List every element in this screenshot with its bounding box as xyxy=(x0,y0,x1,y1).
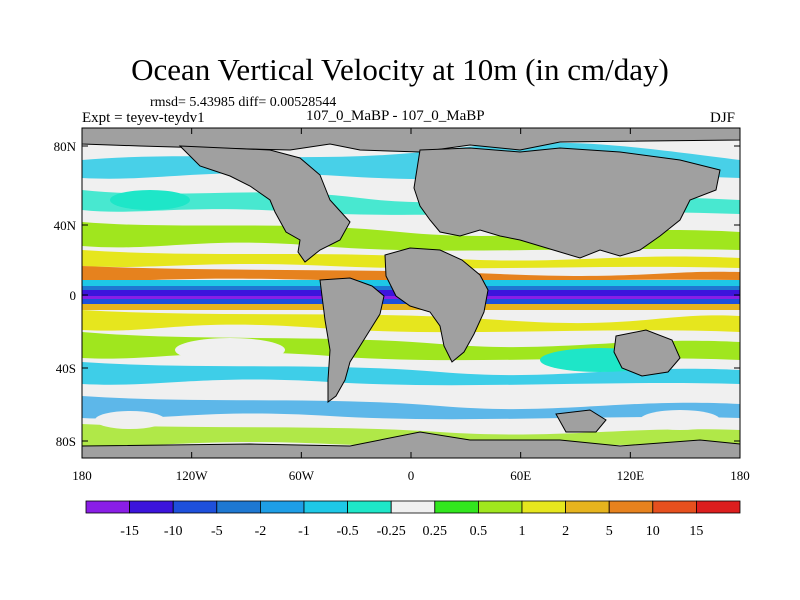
colorbar-label: -1 xyxy=(298,524,310,539)
land-eurasia xyxy=(413,147,721,259)
field-band xyxy=(82,362,740,386)
x-tick-label: 60E xyxy=(510,468,531,483)
colorbar: -15 -10 -5 -2 -1 -0.5 -0.25 0.25 0.5 1 2 5 10 15 xyxy=(85,500,741,539)
y-tick-label: 40N xyxy=(54,218,77,233)
y-tick-label: 80S xyxy=(56,434,76,449)
colorbar-label: 2 xyxy=(562,524,569,539)
colorbar-label: 0.5 xyxy=(470,524,488,539)
colorbar-label: 15 xyxy=(689,524,703,539)
colorbar-swatch xyxy=(85,500,130,514)
colorbar-swatch xyxy=(172,500,218,514)
map-axes: 80N 40N 0 40S 80S 180 120W 60W 0 60E 120E 180 xyxy=(54,128,750,483)
colorbar-swatch xyxy=(390,500,436,514)
colorbar-label: 1 xyxy=(519,524,526,539)
colorbar-swatch xyxy=(696,500,741,514)
field-eddy xyxy=(95,411,165,429)
colorbar-swatch xyxy=(608,500,654,514)
field-eddy xyxy=(110,190,190,210)
land-antarctic-coast xyxy=(555,409,607,433)
field-band xyxy=(82,304,740,310)
x-tick-label: 0 xyxy=(408,468,415,483)
colorbar-swatch xyxy=(259,500,305,514)
y-tick-label: 80N xyxy=(54,139,77,154)
colorbar-label: -5 xyxy=(211,524,223,539)
x-tick-label: 180 xyxy=(730,468,750,483)
colorbar-swatch xyxy=(347,500,392,514)
colorbar-swatch xyxy=(652,500,697,514)
velocity-field xyxy=(82,128,740,458)
colorbar-swatch xyxy=(477,500,523,514)
stats-text: rmsd= 5.43985 diff= 0.00528544 xyxy=(150,95,337,110)
colorbar-label: 0.25 xyxy=(423,524,448,539)
land-masses xyxy=(82,128,740,458)
land-arctic xyxy=(82,128,740,153)
case-label: 107_0_MaBP - 107_0_MaBP xyxy=(306,108,485,124)
field-eddy xyxy=(640,410,720,430)
x-tick-label: 60W xyxy=(289,468,315,483)
colorbar-swatch xyxy=(434,500,479,514)
y-tick-label: 0 xyxy=(70,288,77,303)
field-band xyxy=(82,310,740,333)
colorbar-swatch xyxy=(216,500,261,514)
colorbar-label: 10 xyxy=(646,524,660,539)
colorbar-label: -2 xyxy=(255,524,267,539)
colorbar-swatch xyxy=(565,500,610,514)
colorbar-label: -0.5 xyxy=(337,524,359,539)
x-tick-label: 180 xyxy=(72,468,92,483)
land-north-america xyxy=(178,145,351,263)
land-africa xyxy=(384,247,489,363)
colorbar-label: 5 xyxy=(606,524,613,539)
colorbar-swatch xyxy=(303,500,348,514)
colorbar-label: -10 xyxy=(164,524,183,539)
field-eddy xyxy=(175,338,285,362)
season-label: DJF xyxy=(710,110,736,126)
experiment-label: Expt = teyev-teydv1 xyxy=(82,110,205,126)
y-tick-label: 40S xyxy=(56,361,76,376)
land-antarctica xyxy=(82,431,740,458)
land-australia xyxy=(613,329,681,377)
colorbar-swatch xyxy=(521,500,566,514)
x-tick-label: 120W xyxy=(176,468,209,483)
colorbar-label: -0.25 xyxy=(377,524,406,539)
colorbar-label: -15 xyxy=(120,524,139,539)
x-tick-label: 120E xyxy=(617,468,645,483)
colorbar-swatch xyxy=(129,500,174,514)
land-south-america xyxy=(319,277,385,403)
map-title: Ocean Vertical Velocity at 10m (in cm/da… xyxy=(131,52,669,87)
